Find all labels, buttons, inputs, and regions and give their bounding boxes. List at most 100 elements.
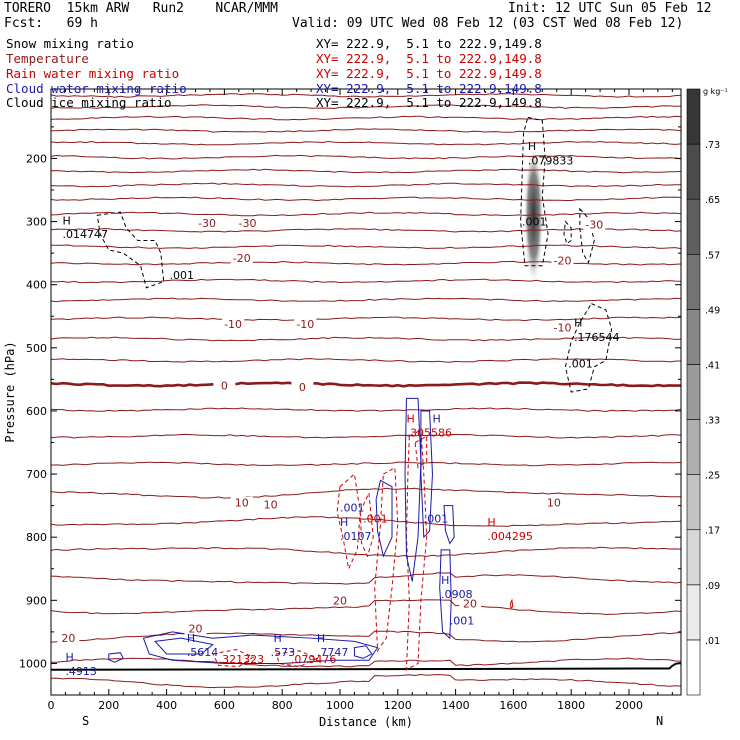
- isotherm: [51, 673, 681, 689]
- isotherm-label: 10: [264, 498, 278, 511]
- contour-value-label: .001: [169, 269, 194, 282]
- x-tick-label: 600: [214, 699, 235, 712]
- colorbar-segment: [686, 198, 701, 255]
- colorbar-segment: [686, 474, 701, 531]
- x-tick-label: 1200: [384, 699, 412, 712]
- y-tick-label: 600: [26, 405, 47, 418]
- maximum-label: H: [528, 140, 536, 153]
- contour-layer: [51, 93, 681, 689]
- colorbar-tick-label: .33: [705, 416, 720, 427]
- y-tick-label: 900: [26, 594, 47, 607]
- isotherm: [51, 227, 681, 233]
- rain-contour: [405, 429, 428, 671]
- isotherm: [51, 316, 681, 322]
- maximum-label: .079476: [291, 653, 337, 666]
- field-name-temperature: Temperature: [6, 51, 89, 66]
- maximum-label: .004295: [487, 530, 533, 543]
- maximum-label: .305586: [406, 426, 452, 439]
- maximum-label: .321323: [219, 653, 265, 666]
- cloud-water-contour: [108, 652, 124, 663]
- y-tick-label: 200: [26, 152, 47, 165]
- colorbar-segment: [686, 584, 701, 641]
- colorbar-tick-label: .09: [705, 581, 720, 592]
- isotherm-label: -10: [554, 322, 572, 335]
- colorbar-tick-label: .01: [705, 636, 720, 647]
- x-tick-label: 1600: [499, 699, 527, 712]
- y-tick-label: 300: [26, 216, 47, 229]
- isotherm-label-bg: [184, 622, 207, 635]
- cloud-water-contour: [443, 505, 455, 545]
- colorbar-tick-label: .25: [705, 471, 720, 482]
- colorbar-segment: [686, 419, 701, 475]
- maximum-label: .573: [271, 646, 296, 659]
- colorbar-tick-label: .73: [705, 140, 720, 151]
- isotherm-label: -30: [198, 217, 216, 230]
- rain-contour: [374, 466, 399, 653]
- isotherm-label-bg: [459, 597, 482, 610]
- colorbar-tick-label: .49: [705, 305, 720, 316]
- y-axis-label: Pressure (hPa): [3, 341, 17, 442]
- maximum-label: .079833: [528, 154, 574, 167]
- isotherm: [51, 336, 681, 342]
- maximum-label: H: [432, 413, 440, 426]
- y-tick-label: 1000: [19, 657, 47, 670]
- isotherm-label: 0: [221, 380, 228, 393]
- isotherm-label-bg: [230, 252, 253, 265]
- isotherm: [51, 599, 681, 616]
- cloud-ice-contour: [520, 116, 549, 267]
- isotherm-label-bg: [213, 379, 236, 392]
- maximum-label: H: [406, 413, 414, 426]
- cloud-water-contour: [439, 549, 452, 640]
- y-tick-label: 700: [26, 468, 47, 481]
- isotherm-label-bg: [542, 496, 565, 509]
- cloud-water-contour: [420, 410, 433, 539]
- contour-value-label: .001: [424, 512, 449, 525]
- x-axis-label: Distance (km): [319, 715, 413, 729]
- cloud-ice-contour: [563, 220, 572, 245]
- isotherm: [51, 297, 681, 303]
- field-name-snow: Snow mixing ratio: [6, 36, 134, 51]
- label-layer: -30 -30 -30 -20 -20 -10 -10 -10 0 0 10 10 10 20 20 20 20…: [57, 140, 620, 678]
- isotherm-label: -10: [296, 318, 314, 331]
- isotherm: [51, 516, 681, 527]
- field-name-rain: Rain water mixing ratio: [6, 66, 180, 81]
- colorbar-tick-label: .17: [705, 526, 720, 537]
- x-end-label-south: S: [82, 714, 89, 728]
- maximum-label: H: [340, 516, 348, 529]
- colorbar-segment: [686, 253, 701, 310]
- maximum-label: H: [63, 214, 71, 227]
- isotherm-label-bg: [57, 632, 80, 645]
- rain-contour: [359, 491, 374, 558]
- isotherm: [51, 104, 681, 110]
- isotherm-label: 20: [188, 623, 202, 636]
- isotherm: [51, 211, 681, 217]
- colorbar-segment: [686, 639, 701, 696]
- isotherm-label: 10: [547, 496, 561, 509]
- ground-line: [51, 662, 681, 671]
- maximum-label: .014747: [63, 228, 109, 241]
- field-xy-cloud-ice: XY= 222.9, 5.1 to 222.9,149.8: [316, 95, 542, 110]
- isotherm-label: -30: [239, 217, 257, 230]
- isotherm-label-bg: [236, 216, 259, 229]
- plot-frame: [50, 88, 682, 696]
- y-tick-label: 400: [26, 279, 47, 292]
- contour-value-label: .001: [363, 512, 388, 525]
- cloud-water-contour: [375, 479, 393, 558]
- maximum-label: .0908: [441, 588, 473, 601]
- isotherm-label-bg: [294, 317, 317, 330]
- isotherm-label-bg: [551, 254, 574, 267]
- isotherm: [51, 260, 681, 266]
- isotherm-label-bg: [328, 594, 351, 607]
- rain-contour: [509, 598, 514, 609]
- x-end-label-north: N: [656, 714, 663, 728]
- isotherm-label: -20: [233, 252, 251, 265]
- field-name-cloud-ice: Cloud ice mixing ratio: [6, 95, 172, 110]
- axes-layer: 0 200 400 600 800 1000 1200 1400 1600 1800 2000200…: [3, 89, 681, 729]
- isotherm: [51, 244, 681, 250]
- colorbar-segment: [686, 143, 701, 200]
- isotherm: [51, 461, 681, 467]
- isotherm: [51, 572, 681, 585]
- colorbar-segment: [686, 88, 701, 145]
- cloud-ice-contour: [564, 302, 613, 393]
